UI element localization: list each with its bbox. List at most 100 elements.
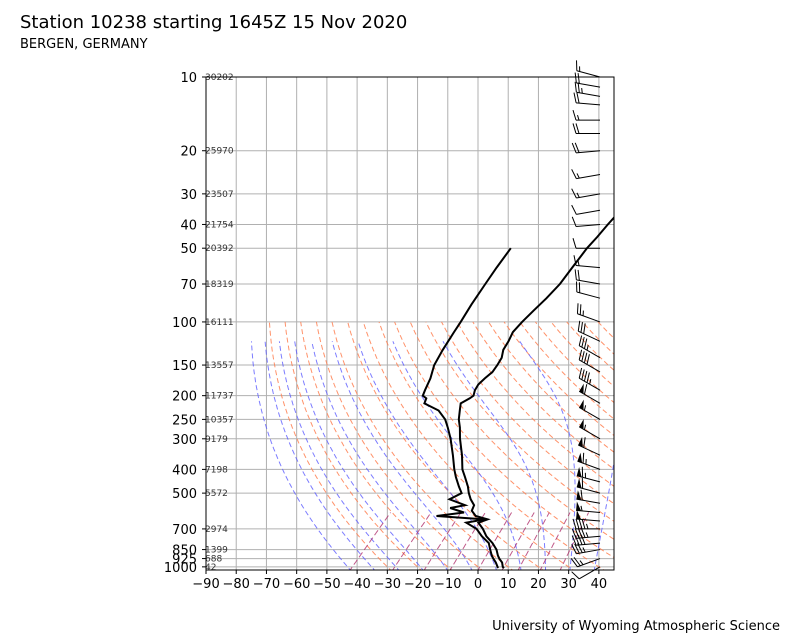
wind-barb: [576, 281, 601, 299]
dry-adiabat-line: [456, 321, 614, 487]
wind-barb-flag: [586, 372, 590, 383]
wind-barb: [576, 478, 601, 494]
x-tick-label: 30: [560, 577, 577, 592]
dry-adiabat-line: [394, 321, 614, 559]
y-tick-label: 150: [172, 359, 197, 374]
wind-barb: [578, 335, 601, 359]
wind-barb: [571, 142, 601, 154]
x-tick-label: −20: [404, 577, 431, 592]
wind-barb-flag: [576, 303, 579, 314]
wind-barb-flag: [574, 528, 580, 539]
wind-barb: [572, 238, 600, 249]
wind-barb: [576, 501, 601, 514]
wind-barb-flag: [574, 81, 577, 93]
wind-barb-flag: [581, 336, 585, 348]
moist-adiabat-line: [311, 341, 448, 570]
wind-barb: [576, 60, 601, 78]
wind-barb-flag: [574, 142, 580, 153]
wind-barb: [577, 320, 601, 342]
y-tick-label: 30: [180, 188, 197, 203]
wind-barb: [574, 269, 601, 285]
mixing-ratio-line: [501, 512, 535, 570]
x-tick-label: −80: [223, 577, 250, 592]
height-label: 5572: [205, 489, 228, 499]
y-tick-label: 1000: [164, 561, 197, 576]
wind-barb-half-flag: [576, 192, 580, 198]
dry-adiabat-line: [284, 321, 422, 570]
wind-barb-half-flag: [579, 560, 584, 566]
wind-barb: [576, 489, 601, 504]
wind-barb-staff: [576, 265, 601, 269]
wind-barb-flag: [573, 557, 581, 567]
wind-barb-staff: [578, 345, 601, 359]
wind-barb-flag: [577, 269, 580, 281]
wind-barb-flag: [570, 558, 578, 568]
wind-barb: [572, 109, 600, 121]
wind-barb-flag: [572, 518, 577, 530]
dry-adiabat-line: [597, 321, 614, 339]
wind-barb: [578, 367, 601, 391]
wind-barb-staff: [576, 70, 601, 78]
wind-barb-pennant: [576, 501, 582, 511]
chart-title: Station 10238 starting 1645Z 15 Nov 2020: [20, 12, 408, 33]
height-label: 13557: [205, 361, 234, 371]
mixing-ratio-line: [517, 512, 550, 570]
wind-barb-pennant: [579, 383, 584, 394]
x-tick-label: −30: [374, 577, 401, 592]
moist-adiabat-line: [264, 341, 376, 570]
x-tick-label: 40: [591, 577, 608, 592]
wind-barb: [573, 255, 601, 269]
wind-barb: [574, 72, 601, 88]
wind-barb-flag: [575, 123, 580, 134]
wind-barb-flag: [575, 518, 580, 530]
wind-barb-staff: [576, 209, 601, 215]
wind-barb-flag: [571, 204, 577, 215]
wind-barb-staff: [576, 102, 601, 106]
moist-adiabat-line: [442, 341, 546, 570]
wind-barb-staff: [576, 150, 601, 154]
wind-barb-flag: [572, 109, 577, 121]
wind-barb-staff: [576, 549, 601, 555]
wind-barb: [577, 452, 601, 470]
chart-subtitle: BERGEN, GERMANY: [20, 37, 148, 52]
wind-barb-flag: [581, 518, 586, 530]
wind-barb-half-flag: [582, 547, 586, 553]
mixing-ratio-line: [559, 512, 590, 570]
wind-barb-flag: [582, 452, 585, 464]
wind-barb: [571, 169, 601, 180]
x-tick-label: −70: [253, 577, 280, 592]
wind-barb: [571, 216, 601, 228]
dry-adiabat-line: [315, 321, 483, 570]
dry-adiabat-line: [581, 321, 614, 355]
height-label: 20392: [205, 244, 234, 254]
wind-barb: [571, 204, 601, 215]
moist-adiabat-line: [294, 341, 424, 570]
y-tick-label: 850: [172, 544, 197, 559]
wind-barb-flag: [574, 543, 580, 554]
footer-credit: University of Wyoming Atmospheric Scienc…: [492, 619, 780, 634]
height-label: 2974: [205, 525, 228, 535]
wind-barb-flag: [573, 255, 577, 266]
wind-barb-half-flag: [586, 523, 589, 530]
x-tick-label: −90: [192, 577, 219, 592]
dry-adiabat-line: [503, 321, 614, 437]
wind-barb-flag: [577, 73, 580, 84]
height-label: 7198: [205, 465, 228, 475]
wind-barb-staff: [576, 223, 601, 228]
wind-barb: [571, 527, 601, 539]
dry-adiabat-line: [519, 321, 614, 420]
wind-barb-flag: [571, 188, 577, 199]
wind-barb-flag: [579, 304, 582, 315]
sounding-profiles: [421, 216, 614, 569]
wind-barb-flag: [577, 82, 580, 93]
height-label: 30202: [205, 73, 234, 83]
moist-adiabat-line: [519, 341, 576, 570]
dewpoint-line: [421, 247, 512, 569]
dry-adiabat-line: [378, 321, 605, 570]
x-tick-label: 10: [500, 577, 517, 592]
dry-adiabat-line: [613, 321, 614, 324]
wind-barb-flag: [571, 216, 577, 227]
wind-barb-flag: [574, 72, 577, 84]
height-label: 18319: [205, 280, 234, 290]
wind-barb-half-flag: [583, 424, 587, 430]
